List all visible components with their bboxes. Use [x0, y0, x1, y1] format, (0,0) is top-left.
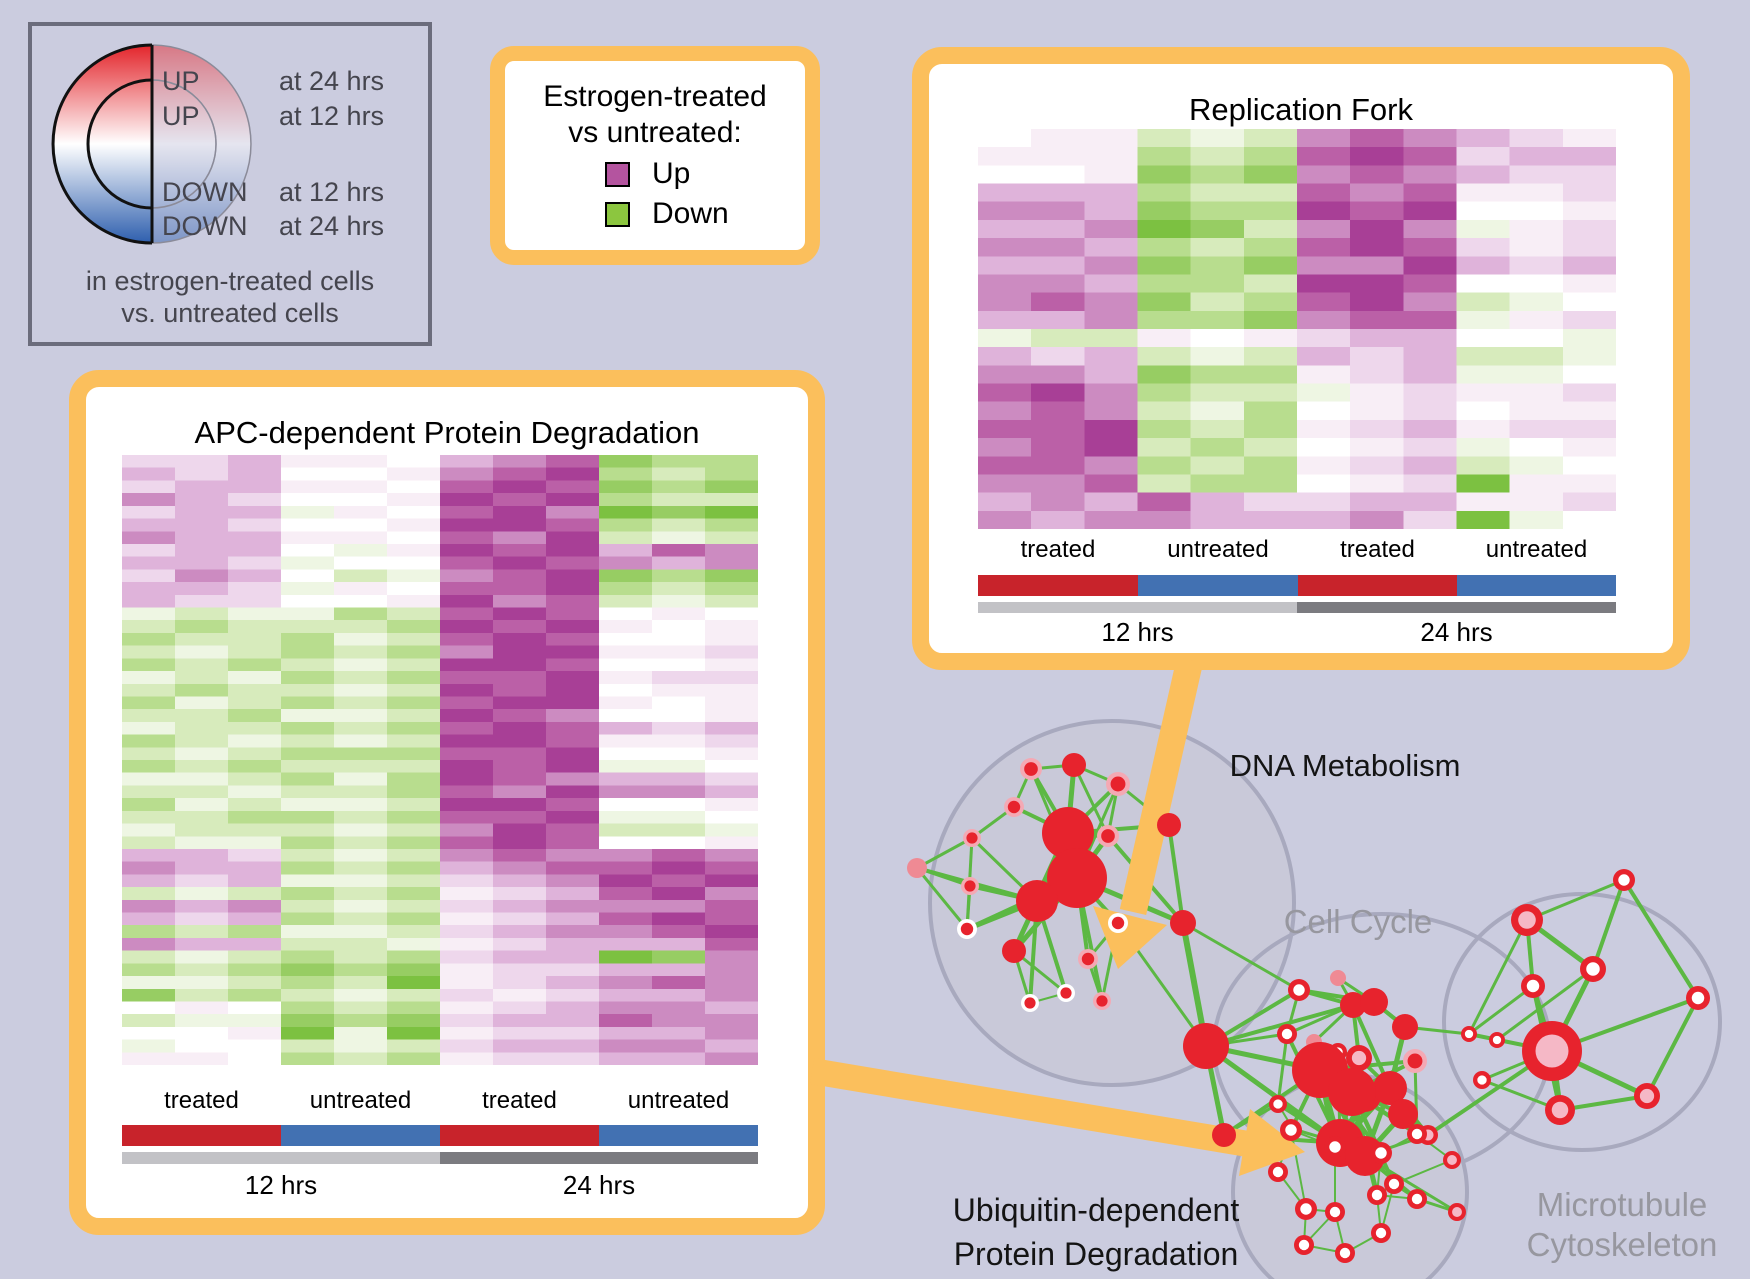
rf-24hrs-label: 24 hrs	[1420, 617, 1493, 647]
updown-circle-diagram	[51, 43, 252, 245]
replication-fork-panel: Replication Fork treated untreated treat…	[912, 47, 1690, 670]
microtubule-label-line1: Microtubule	[1536, 1186, 1708, 1223]
apc-bar-treated-12	[122, 1125, 281, 1146]
cell-cycle-label: Cell Cycle	[1283, 903, 1433, 940]
network-node	[1388, 1099, 1418, 1129]
rf-heatmap	[978, 129, 1616, 529]
apc-time-bar	[122, 1152, 758, 1164]
rf-group-untreated-24: untreated	[1485, 536, 1588, 563]
network-node	[1170, 910, 1196, 936]
apc-bar-treated-24	[440, 1125, 599, 1146]
legend-item-up: Up	[605, 157, 805, 191]
rf-12hrs-label: 12 hrs	[1101, 617, 1174, 647]
circle-legend-time-12: at 12 hrs	[279, 101, 385, 131]
apc-group-treated-12: treated	[164, 1087, 239, 1114]
rf-arrow-shaft	[1119, 657, 1204, 915]
apc-arrow-head	[1239, 1109, 1305, 1176]
network-node	[1183, 1023, 1229, 1069]
circle-legend-footer-2: vs. untreated cells	[121, 298, 339, 328]
rf-treatment-bar	[978, 575, 1616, 596]
network-node	[1212, 1123, 1236, 1147]
updown-legend-title-1: Estrogen-treated	[543, 80, 767, 113]
apc-heatmap	[122, 455, 758, 1065]
ubiquitin-label-line2: Protein Degradation	[953, 1236, 1239, 1272]
circle-legend-time-down12: at 12 hrs	[279, 177, 385, 207]
rf-bar-treated-24	[1298, 575, 1457, 596]
circle-legend-box: UP at 24 hrs UP at 12 hrs DOWN at 12 hrs…	[28, 22, 432, 346]
network-node	[1392, 1014, 1418, 1040]
rf-panel-title: Replication Fork	[1189, 92, 1413, 127]
updown-legend-box: Estrogen-treated vs untreated: Up Down	[490, 46, 820, 265]
updown-legend-title-2: vs untreated:	[568, 116, 742, 149]
apc-bar-untreated-12	[281, 1125, 440, 1146]
apc-group-labels: treated untreated treated untreated	[122, 1087, 758, 1115]
apc-treatment-bar	[122, 1125, 758, 1146]
apc-panel-title: APC-dependent Protein Degradation	[194, 415, 700, 450]
circle-legend-time-down24: at 24 hrs	[279, 211, 385, 241]
circle-legend-dir-down24: DOWN	[162, 211, 248, 241]
network-node	[907, 858, 927, 878]
apc-group-untreated-12: untreated	[309, 1087, 412, 1114]
legend-item-down: Down	[605, 197, 805, 231]
microtubule-label-line2: Cytoskeleton	[1526, 1226, 1718, 1263]
network-node	[1360, 988, 1388, 1016]
apc-12hrs-label: 12 hrs	[244, 1170, 318, 1200]
apc-arrow-shaft	[809, 1058, 1251, 1157]
up-color-swatch	[605, 161, 630, 187]
apc-bar-untreated-24	[599, 1125, 758, 1146]
rf-bar-treated-12	[978, 575, 1138, 596]
network-node	[1328, 1068, 1376, 1116]
apc-group-treated-24: treated	[482, 1087, 557, 1114]
up-label: Up	[652, 157, 691, 190]
apc-heatmap-panel: APC-dependent Protein Degradation treate…	[69, 370, 825, 1235]
cluster-microtubule-cytoskeleton	[1442, 892, 1722, 1152]
rf-bar-untreated-12	[1138, 575, 1298, 596]
rf-group-treated-24: treated	[1340, 536, 1415, 563]
down-label: Down	[652, 197, 729, 230]
apc-24hrs-label: 24 hrs	[562, 1170, 636, 1200]
network-node	[1002, 939, 1026, 963]
rf-bar-untreated-24	[1457, 575, 1616, 596]
network-node	[1062, 753, 1086, 777]
network-node	[1042, 807, 1094, 859]
circle-legend-dir-up12: UP	[162, 101, 200, 131]
rf-group-untreated-12: untreated	[1167, 536, 1269, 563]
network-node	[1340, 992, 1366, 1018]
rf-group-treated-12: treated	[1020, 536, 1096, 563]
network-node	[1373, 1071, 1407, 1105]
circle-legend-dir-down12: DOWN	[162, 177, 248, 207]
apc-bar-24hrs	[440, 1152, 758, 1164]
circle-legend-time-24: at 24 hrs	[279, 66, 385, 96]
rf-group-labels: treated untreated treated untreated	[978, 536, 1616, 564]
rf-time-bar	[978, 602, 1616, 613]
apc-group-untreated-24: untreated	[627, 1087, 730, 1114]
network-node	[1330, 970, 1346, 986]
circle-legend-footer-1: in estrogen-treated cells	[85, 266, 375, 296]
network-node	[1157, 813, 1181, 837]
network-node	[1016, 880, 1058, 922]
down-color-swatch	[605, 201, 630, 227]
circle-legend-dir-up24: UP	[162, 66, 200, 96]
dna-metabolism-label: DNA Metabolism	[1229, 748, 1461, 783]
network-node	[1047, 848, 1107, 908]
rf-bar-12hrs	[978, 602, 1297, 613]
ubiquitin-label-line1: Ubiquitin-dependent	[952, 1192, 1240, 1228]
rf-bar-24hrs	[1297, 602, 1616, 613]
apc-bar-12hrs	[122, 1152, 440, 1164]
